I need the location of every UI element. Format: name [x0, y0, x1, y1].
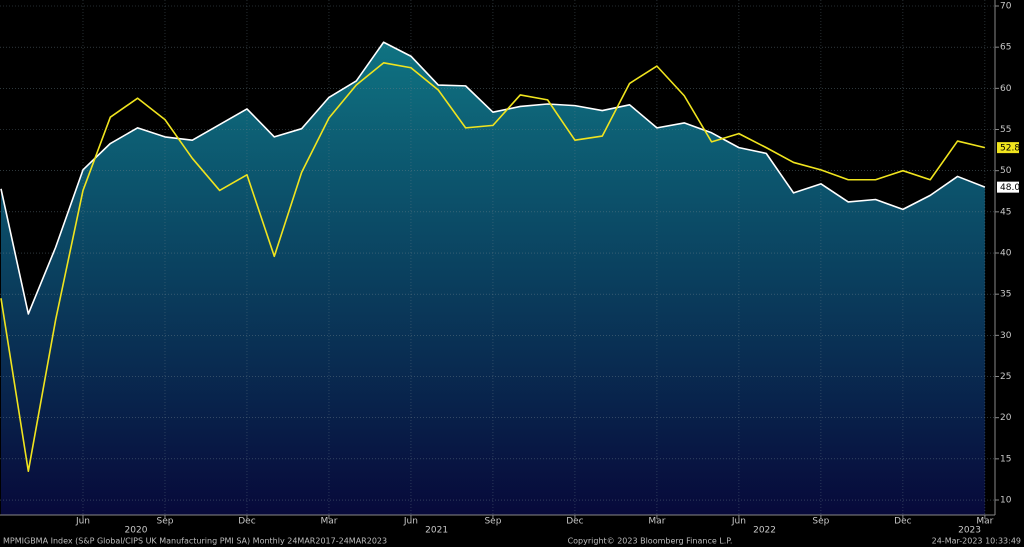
year-label: 2021	[425, 526, 448, 536]
x-tick-label: Jun	[403, 517, 418, 527]
footer-left: MPMIGBMA Index (S&P Global/CIPS UK Manuf…	[3, 537, 387, 546]
x-tick-label: Dec	[566, 517, 583, 527]
y-tick-label: 30	[1000, 331, 1012, 341]
y-tick-label: 70	[1000, 2, 1012, 12]
y-tick-label: 20	[1000, 413, 1012, 423]
x-tick-label: Mar	[976, 517, 993, 527]
y-tick-label: 40	[1000, 249, 1012, 259]
y-tick-label: 45	[1000, 207, 1011, 217]
value-label: 52.8	[1000, 144, 1020, 154]
y-tick-label: 50	[1000, 166, 1012, 176]
line	[0, 62, 986, 472]
y-tick-label: 25	[1000, 372, 1011, 382]
value-label-box	[997, 142, 1019, 154]
x-tick-label: Dec	[894, 517, 911, 527]
y-tick-label: 10	[1000, 496, 1012, 506]
y-tick-label: 60	[1000, 84, 1012, 94]
value-label-box	[997, 181, 1019, 193]
x-tick-label: Mar	[320, 517, 337, 527]
year-label: 2020	[125, 526, 148, 536]
x-tick-label: Sep	[156, 517, 173, 527]
y-tick-label: 55	[1000, 125, 1011, 135]
x-tick-label: Mar	[648, 517, 665, 527]
line	[0, 41, 986, 315]
y-tick-label: 15	[1000, 454, 1011, 464]
x-tick-label: Sep	[812, 517, 829, 527]
plot-area	[0, 0, 995, 516]
y-tick-label: 65	[1000, 43, 1011, 53]
x-tick-label: Jun	[731, 517, 746, 527]
x-tick-label: Jun	[75, 517, 90, 527]
x-tick-label: Sep	[484, 517, 501, 527]
footer-center: Copyright© 2023 Bloomberg Finance L.P.	[568, 537, 733, 546]
x-tick-label: Dec	[238, 517, 255, 527]
year-label: 2022	[753, 526, 776, 536]
year-label: 2023	[958, 526, 981, 536]
y-tick-label: 35	[1000, 290, 1011, 300]
footer-right: 24-Mar-2023 10:33:49	[932, 537, 1021, 546]
value-label: 48.0	[1000, 183, 1020, 193]
